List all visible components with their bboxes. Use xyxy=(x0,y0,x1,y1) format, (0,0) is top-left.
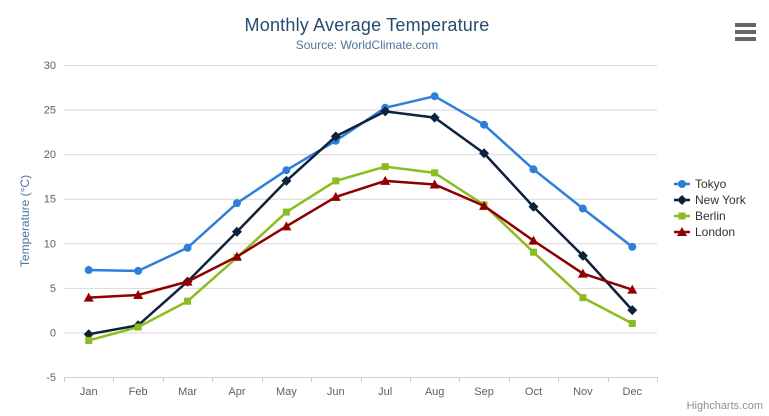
series-line-tokyo[interactable] xyxy=(87,94,634,273)
legend-label: Berlin xyxy=(695,209,726,223)
data-point[interactable] xyxy=(231,251,242,261)
series-line-new-york[interactable] xyxy=(87,110,634,336)
data-point[interactable] xyxy=(678,212,686,220)
data-point[interactable] xyxy=(627,305,638,316)
data-point[interactable] xyxy=(182,276,193,286)
data-point[interactable] xyxy=(431,169,439,177)
data-point[interactable] xyxy=(84,266,93,275)
data-point[interactable] xyxy=(380,175,391,185)
y-axis-title: Temperature (°C) xyxy=(18,174,32,268)
legend-label: Tokyo xyxy=(695,177,727,191)
data-point[interactable] xyxy=(577,250,588,261)
x-axis-tick-label: Sep xyxy=(474,386,494,398)
data-point[interactable] xyxy=(429,179,440,189)
y-axis-tick-label: 0 xyxy=(50,327,56,339)
y-axis-tick-label: 20 xyxy=(44,149,56,161)
x-axis-tick-label: Aug xyxy=(425,386,445,398)
series-tokyo xyxy=(84,92,637,275)
data-point[interactable] xyxy=(330,131,341,142)
data-point[interactable] xyxy=(281,221,292,231)
legend-item-berlin[interactable]: Berlin xyxy=(674,208,746,224)
highcharts-credit-link[interactable]: Highcharts.com xyxy=(686,400,763,412)
data-point[interactable] xyxy=(232,199,241,208)
context-menu-button[interactable] xyxy=(733,21,758,43)
data-point[interactable] xyxy=(479,200,490,210)
y-axis-tick-label: 15 xyxy=(44,194,56,206)
data-point[interactable] xyxy=(380,106,391,117)
y-axis-tick-label: 25 xyxy=(44,105,56,117)
legend-label: New York xyxy=(695,193,746,207)
data-point[interactable] xyxy=(577,268,588,278)
series-line-london[interactable] xyxy=(87,179,634,299)
x-axis-tick-label: Jun xyxy=(327,386,345,398)
legend-item-london[interactable]: London xyxy=(674,224,746,240)
data-point[interactable] xyxy=(578,204,587,213)
y-axis-tick-label: -5 xyxy=(46,372,56,384)
x-axis-tick-label: May xyxy=(276,386,297,398)
x-axis-tick-label: Apr xyxy=(228,386,245,398)
data-point[interactable] xyxy=(627,284,638,294)
y-axis-tick-label: 30 xyxy=(44,60,56,72)
x-axis-tick-label: Dec xyxy=(623,386,643,398)
legend-label: London xyxy=(695,225,736,239)
data-point[interactable] xyxy=(628,320,636,328)
data-point[interactable] xyxy=(528,235,539,245)
chart-title: Monthly Average Temperature xyxy=(244,15,490,35)
data-point[interactable] xyxy=(480,120,489,129)
data-point[interactable] xyxy=(183,243,192,252)
series-line-berlin[interactable] xyxy=(87,165,634,342)
data-point[interactable] xyxy=(628,242,637,251)
data-point[interactable] xyxy=(479,148,490,159)
hamburger-icon xyxy=(735,23,756,41)
data-point[interactable] xyxy=(184,297,192,305)
data-point[interactable] xyxy=(231,226,242,237)
x-axis-tick-label: Jan xyxy=(80,386,98,398)
data-point[interactable] xyxy=(134,323,142,331)
data-point[interactable] xyxy=(281,175,292,186)
data-point[interactable] xyxy=(528,201,539,212)
data-point[interactable] xyxy=(430,92,439,101)
data-point[interactable] xyxy=(529,248,537,256)
triangle-marker-icon xyxy=(674,227,690,236)
legend-item-tokyo[interactable]: Tokyo xyxy=(674,176,746,192)
data-point[interactable] xyxy=(677,227,687,236)
x-axis-tick-label: Oct xyxy=(525,386,542,398)
data-point[interactable] xyxy=(330,191,341,201)
data-point[interactable] xyxy=(429,112,440,123)
legend: Tokyo New York Berlin London xyxy=(674,176,746,240)
y-axis-tick-label: 10 xyxy=(44,238,56,250)
data-point[interactable] xyxy=(85,336,93,344)
data-point[interactable] xyxy=(133,289,144,299)
data-point[interactable] xyxy=(282,208,290,216)
series-london xyxy=(83,175,638,302)
series-new-york xyxy=(83,106,638,340)
x-axis-tick-label: Nov xyxy=(573,386,593,398)
circle-marker-icon xyxy=(674,180,690,188)
data-point[interactable] xyxy=(579,294,587,302)
data-point[interactable] xyxy=(83,292,94,302)
data-point[interactable] xyxy=(678,180,686,188)
x-axis-tick-label: Feb xyxy=(129,386,148,398)
square-marker-icon xyxy=(674,212,690,220)
y-axis-tick-label: 5 xyxy=(50,283,56,295)
data-point[interactable] xyxy=(332,177,340,185)
x-axis-tick-label: Jul xyxy=(378,386,392,398)
data-point[interactable] xyxy=(282,166,291,175)
data-point[interactable] xyxy=(529,165,538,174)
legend-item-new-york[interactable]: New York xyxy=(674,192,746,208)
data-point[interactable] xyxy=(83,329,94,340)
diamond-marker-icon xyxy=(674,195,690,205)
data-point[interactable] xyxy=(134,266,143,275)
x-axis-tick-label: Mar xyxy=(178,386,197,398)
data-point[interactable] xyxy=(381,163,389,171)
data-point[interactable] xyxy=(677,195,687,205)
chart-subtitle: Source: WorldClimate.com xyxy=(295,38,439,52)
